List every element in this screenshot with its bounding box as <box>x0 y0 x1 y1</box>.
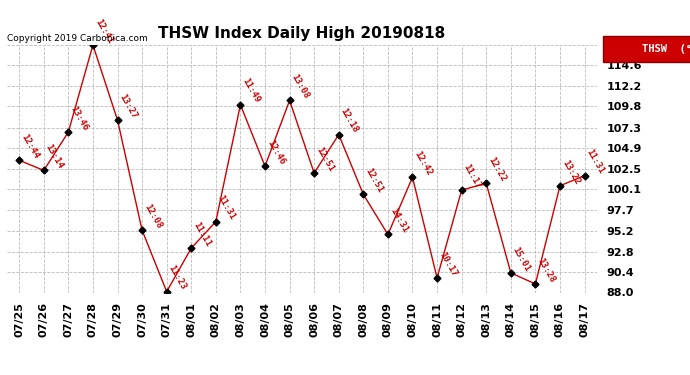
Text: 12:22: 12:22 <box>486 156 507 183</box>
Text: 11:49: 11:49 <box>240 77 262 105</box>
Text: Copyright 2019 Carbonica.com: Copyright 2019 Carbonica.com <box>7 33 148 42</box>
Text: 11:17: 11:17 <box>462 162 483 190</box>
Text: 11:11: 11:11 <box>191 220 213 248</box>
Text: 13:22: 13:22 <box>560 158 581 186</box>
Text: 12:41: 12:41 <box>93 17 114 45</box>
Text: 13:08: 13:08 <box>290 73 310 100</box>
Text: 12:51: 12:51 <box>314 145 335 173</box>
Text: 12:42: 12:42 <box>413 150 434 177</box>
Text: 15:01: 15:01 <box>511 245 532 273</box>
Text: 12:08: 12:08 <box>142 202 164 230</box>
Text: 13:46: 13:46 <box>68 104 90 132</box>
Text: 13:27: 13:27 <box>117 92 139 120</box>
Text: 12:18: 12:18 <box>339 107 360 135</box>
Text: 13:14: 13:14 <box>43 142 65 171</box>
Text: 11:31: 11:31 <box>584 148 606 176</box>
Text: 14:31: 14:31 <box>388 207 409 234</box>
Text: 12:44: 12:44 <box>19 132 41 160</box>
Text: 12:51: 12:51 <box>364 166 384 194</box>
Text: 11:31: 11:31 <box>216 194 237 222</box>
Title: THSW Index Daily High 20190818: THSW Index Daily High 20190818 <box>158 26 446 41</box>
Text: 10:17: 10:17 <box>437 250 458 278</box>
Text: 13:28: 13:28 <box>535 256 557 284</box>
Text: THSW  (°F): THSW (°F) <box>642 44 690 54</box>
Text: 12:46: 12:46 <box>265 138 286 166</box>
Text: 11:23: 11:23 <box>167 264 188 292</box>
FancyBboxPatch shape <box>603 36 690 62</box>
